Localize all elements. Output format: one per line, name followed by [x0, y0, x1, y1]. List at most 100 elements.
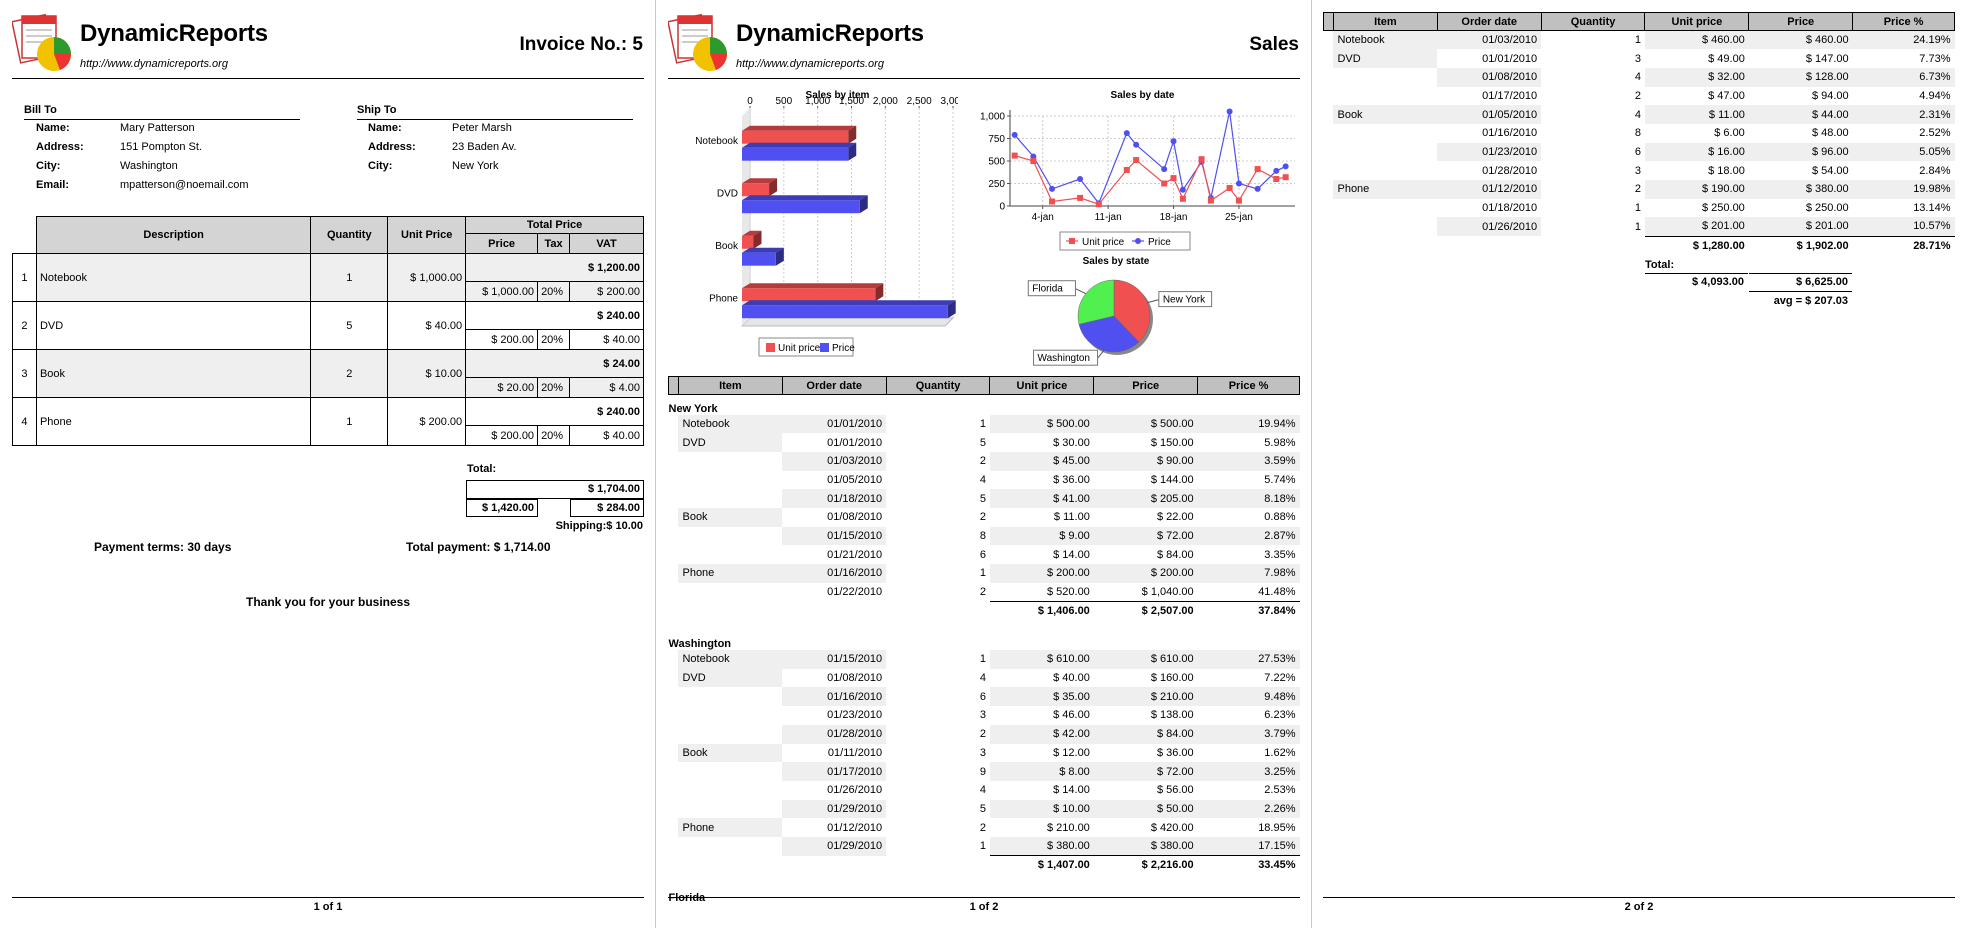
sales-cell-price-percent: 2.84%: [1919, 164, 1951, 177]
sales-cell-unit-price: $ 10.00: [989, 799, 1094, 819]
pie-label-box: [1033, 349, 1099, 366]
data-point: [1179, 195, 1186, 202]
sales-cell-spacer: [669, 687, 679, 706]
sales-row: 01/17/2010 9 $ 8.00 $ 72.00 3.25%: [669, 762, 1300, 781]
sales-row: 01/23/2010 3 $ 46.00 $ 138.00 6.23%: [669, 706, 1300, 725]
sales-cell-order-date: 01/01/2010: [827, 436, 883, 449]
sales-cell-price: $ 610.00: [1093, 650, 1198, 669]
bill-to-heading: Bill To: [24, 104, 57, 116]
brand-url[interactable]: http://www.dynamicreports.org: [80, 58, 228, 70]
brand-url[interactable]: http://www.dynamicreports.org: [736, 58, 884, 70]
sales-cell-unit-price: $ 41.00: [989, 489, 1094, 508]
item-vat: $ 4.00: [569, 377, 644, 398]
bar-side: [753, 230, 762, 249]
sales-cell-item: [678, 837, 782, 856]
legend-label: Unit price: [778, 343, 821, 354]
sales-cell-quantity: 1: [1634, 220, 1641, 233]
sales-cell-price: $ 48.00: [1811, 127, 1849, 140]
data-point: [1077, 176, 1084, 182]
bill-to-value: Washington: [120, 160, 178, 172]
sales-cell-quantity: 4: [1634, 108, 1641, 121]
bar-unit-price: [742, 235, 754, 249]
sales-cell-price-percent: 2.52%: [1919, 127, 1951, 140]
chart-title: Sales by state: [1083, 256, 1150, 267]
sales-row: 01/26/2010 4 $ 14.00 $ 56.00 2.53%: [669, 781, 1300, 800]
sales-cell-item: DVD: [1333, 49, 1438, 68]
bar-side: [875, 283, 884, 302]
sales-cell-price-percent: 2.31%: [1852, 105, 1955, 124]
sales-cell-item: DVD: [678, 668, 783, 688]
subtotal-price: $ 2,216.00: [1093, 855, 1198, 875]
sales-cell-order-date: 01/26/2010: [827, 784, 883, 797]
sales-cell-price: $ 84.00: [1093, 724, 1198, 744]
sales-cell-spacer: [669, 650, 679, 669]
sales-cell-order-date: 01/08/2010: [827, 511, 883, 524]
sales-cell-quantity: 5: [979, 802, 986, 815]
column-header: Order date: [781, 376, 887, 395]
sales-by-state-chart: Sales by state New York Washington Florida: [1027, 256, 1213, 366]
sales-cell-price: $ 160.00: [1150, 672, 1194, 685]
sales-cell-spacer: [669, 545, 679, 564]
sales-cell-unit-price: $ 36.00: [1053, 473, 1090, 486]
sales-by-item-chart: Sales by item 0 500 1,000 1,500 2,000 2,500 3,0…: [695, 90, 958, 357]
row-number: 1: [12, 253, 37, 302]
sales-by-date-chart: Sales by date 0 250 500 750 1,000 4-jan 11-jan 1…: [980, 90, 1295, 251]
sales-cell-price-percent: 2.53%: [1264, 784, 1296, 797]
bar-side: [775, 247, 784, 266]
sales-cell-price: $ 22.00: [1156, 511, 1194, 524]
sales-cell-quantity: 1: [979, 840, 986, 853]
sales-row: 01/03/2010 2 $ 45.00 $ 90.00 3.59%: [669, 451, 1300, 471]
sales-cell-item: [1333, 161, 1437, 180]
sales-cell-unit-price: $ 610.00: [989, 650, 1094, 669]
item-total-price: $ 1,200.00: [465, 253, 644, 282]
bar-top: [742, 283, 884, 289]
data-point: [1273, 176, 1280, 182]
item-total-price: $ 240.00: [465, 397, 644, 426]
item-tax: 20%: [537, 377, 571, 398]
sales-cell-price: $ 420.00: [1150, 821, 1194, 834]
dynamicreports-logo-icon: [668, 14, 728, 71]
sales-cell-price: $ 150.00: [1150, 436, 1194, 449]
row-number: 2: [12, 301, 37, 350]
sales-page-1: DynamicReports http://www.dynamicreports…: [655, 0, 1311, 928]
pie-label-connector: [1147, 299, 1159, 304]
sales-cell-price-percent: 6.73%: [1852, 67, 1955, 87]
sales-row: Notebook 01/15/2010 1 $ 610.00 $ 610.00 27.53…: [669, 650, 1300, 669]
legend-box: [1059, 231, 1191, 251]
subtotal-unit-price: $ 1,280.00: [1644, 235, 1749, 255]
grand-total-rule-unit: [1645, 273, 1748, 274]
invoice-total-value: $ 1,704.00: [466, 480, 644, 499]
pie-label: Florida: [1032, 284, 1063, 295]
sales-cell-price-percent: 3.35%: [1264, 548, 1296, 561]
sales-cell-order-date: 01/29/2010: [782, 799, 887, 819]
sales-cell-item: Phone: [678, 564, 783, 583]
data-point: [1011, 152, 1018, 159]
sales-cell-price-percent: 5.98%: [1264, 436, 1296, 449]
data-point: [1207, 197, 1214, 204]
sales-cell-price-percent: 7.98%: [1197, 564, 1300, 583]
sales-cell-unit-price: $ 6.00: [1714, 127, 1745, 140]
sales-cell-unit-price: $ 520.00: [1046, 585, 1090, 598]
sales-row: 01/28/2010 3 $ 18.00 $ 54.00 2.84%: [1324, 161, 1955, 180]
row-number-header: [12, 216, 37, 254]
sales-row: Phone 01/12/2010 2 $ 190.00 $ 380.00 19.98%: [1324, 180, 1955, 199]
state-name: Florida: [668, 892, 706, 905]
sales-cell-order-date: 01/05/2010: [1437, 105, 1542, 124]
sales-cell-quantity: 6: [1634, 145, 1641, 158]
sales-cell-item: [1333, 124, 1437, 143]
sales-cell-quantity: 9: [979, 765, 986, 778]
ship-to-value: New York: [452, 160, 499, 172]
ship-to-rule: [357, 119, 633, 120]
pie-label: New York: [1163, 295, 1206, 306]
sales-cell-spacer: [669, 781, 679, 800]
sales-cell-quantity: 3: [1634, 52, 1641, 65]
sales-cell-price: $ 460.00: [1748, 30, 1853, 50]
sales-cell-unit-price: $ 500.00: [989, 414, 1094, 434]
sales-cell-spacer: [669, 818, 679, 837]
data-point: [1049, 185, 1056, 192]
sales-cell-unit-price: $ 250.00: [1701, 202, 1745, 215]
item-tax: 20%: [537, 281, 571, 302]
sales-cell-quantity: 5: [979, 492, 986, 505]
bar-unit-price: [742, 130, 849, 144]
data-point: [1095, 201, 1102, 208]
